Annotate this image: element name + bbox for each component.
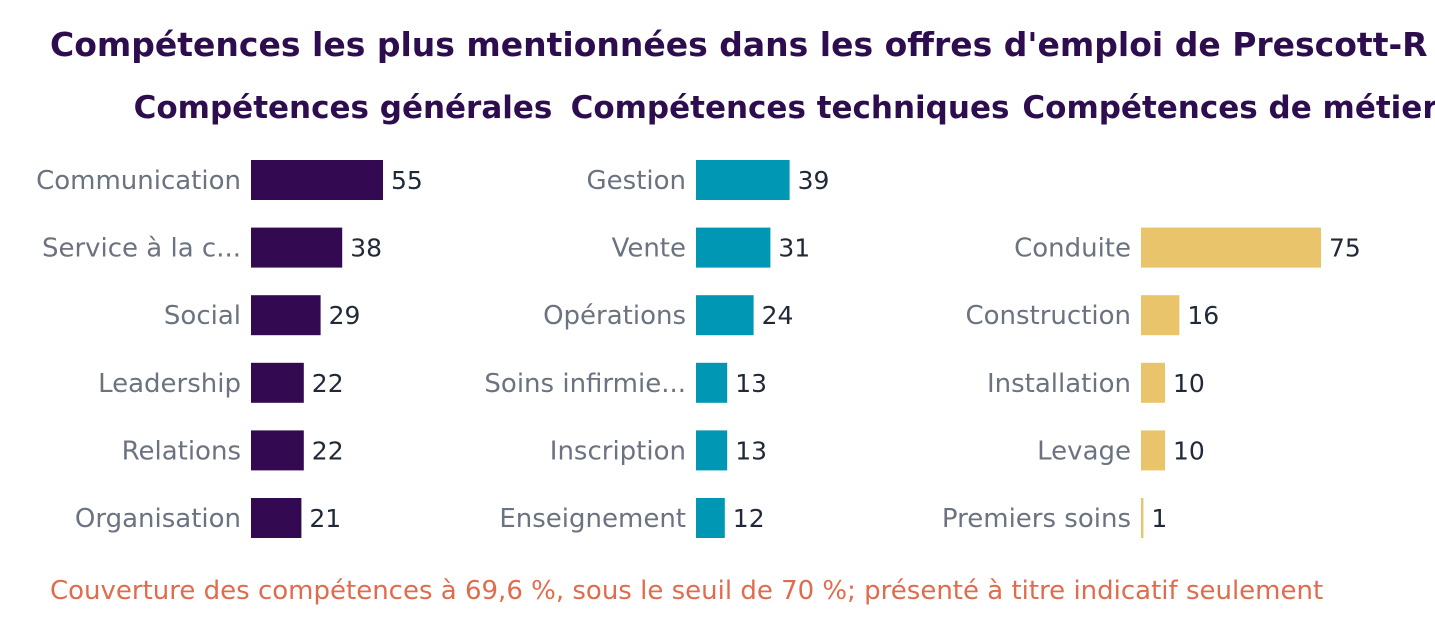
chart-title: Compétences les plus mentionnées dans le… xyxy=(50,25,1428,64)
category-label: Conduite xyxy=(1014,234,1131,264)
panel-3: Compétences de métier Conduite 75 Construct… xyxy=(942,90,1435,538)
coverage-footnote: Couverture des compétences à 69,6 %, sou… xyxy=(50,576,1323,606)
category-label: Installation xyxy=(987,369,1131,399)
bar xyxy=(696,160,790,200)
value-label: 1 xyxy=(1151,504,1167,533)
bar xyxy=(251,227,343,268)
bar xyxy=(1141,498,1144,538)
bar xyxy=(1141,430,1165,471)
value-label: 75 xyxy=(1329,234,1361,263)
value-label: 13 xyxy=(735,436,767,465)
value-label: 22 xyxy=(312,369,344,398)
category-label: Organisation xyxy=(75,504,241,534)
category-label: Opérations xyxy=(543,301,686,331)
category-label: Social xyxy=(164,301,241,331)
value-label: 31 xyxy=(778,234,810,263)
panel-2: Compétences techniques Gestion 39 Vente 31 Op… xyxy=(484,90,1009,538)
bar xyxy=(1141,295,1180,336)
category-label: Inscription xyxy=(550,436,686,466)
value-label: 12 xyxy=(733,504,765,533)
category-label: Communication xyxy=(36,166,241,196)
value-label: 39 xyxy=(798,166,830,195)
bar xyxy=(251,362,304,403)
value-label: 10 xyxy=(1173,436,1205,465)
category-label: Vente xyxy=(612,234,686,264)
category-label: Relations xyxy=(122,436,241,466)
panel-title: Compétences de métier xyxy=(1022,90,1435,126)
value-label: 22 xyxy=(312,436,344,465)
bar xyxy=(1141,227,1321,268)
category-label: Construction xyxy=(965,301,1131,331)
bar xyxy=(696,227,771,268)
value-label: 29 xyxy=(329,301,361,330)
category-label: Enseignement xyxy=(499,504,686,534)
category-label: Leadership xyxy=(98,369,241,399)
bar xyxy=(251,430,304,471)
panel-title: Compétences générales xyxy=(134,90,553,126)
value-label: 24 xyxy=(762,301,794,330)
panel-1: Compétences générales Communication 55 Serv… xyxy=(36,90,552,538)
category-label: Gestion xyxy=(587,166,687,196)
category-label: Premiers soins xyxy=(942,504,1131,534)
bar xyxy=(696,295,754,336)
bar xyxy=(696,498,725,538)
bar xyxy=(251,295,321,336)
value-label: 10 xyxy=(1173,369,1205,398)
category-label: Service à la c... xyxy=(42,234,241,264)
value-label: 21 xyxy=(309,504,341,533)
value-label: 16 xyxy=(1187,301,1219,330)
value-label: 13 xyxy=(735,369,767,398)
value-label: 55 xyxy=(391,166,423,195)
bar xyxy=(1141,362,1165,403)
value-label: 38 xyxy=(350,234,382,263)
panel-title: Compétences techniques xyxy=(571,90,1010,126)
chart-panels: Compétences générales Communication 55 Serv… xyxy=(36,90,1435,538)
bar xyxy=(251,160,383,200)
category-label: Levage xyxy=(1037,436,1131,466)
bar xyxy=(696,430,728,471)
bar xyxy=(696,362,728,403)
category-label: Soins infirmie... xyxy=(484,369,686,399)
bar xyxy=(251,498,302,538)
